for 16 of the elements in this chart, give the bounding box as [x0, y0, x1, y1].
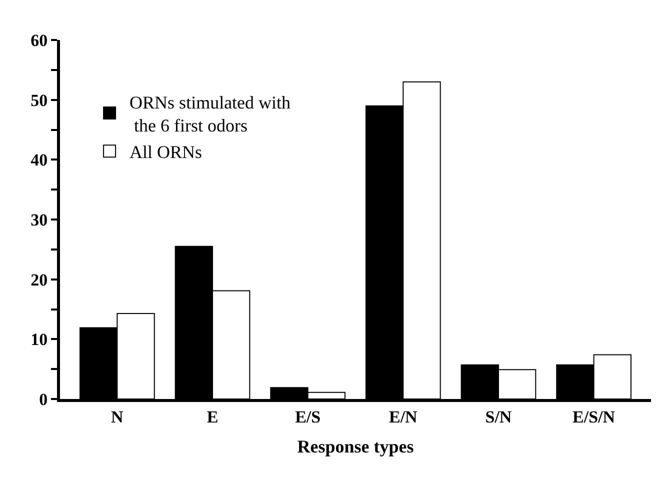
legend-label: ORNs stimulated with the 6 first odors [130, 92, 291, 136]
x-tick-label: E/N [388, 407, 418, 426]
y-tick-label: 30 [30, 210, 48, 230]
y-tick-label: 20 [30, 270, 48, 290]
x-tick-label: N [111, 407, 124, 426]
y-tick-label: 60 [30, 30, 48, 50]
x-axis-title: Response types [297, 436, 414, 456]
legend-label: All ORNs [130, 142, 202, 162]
y-tick-label: 0 [39, 390, 48, 409]
x-tick-label: E/S/N [572, 407, 616, 426]
x-tick-label: S/N [485, 407, 512, 426]
x-tick-label: E [206, 407, 218, 426]
y-tick-label: 10 [30, 330, 48, 350]
y-tick-label: 40 [30, 150, 48, 170]
x-tick-label: E/S [295, 407, 321, 426]
y-tick-label: 50 [30, 90, 48, 110]
